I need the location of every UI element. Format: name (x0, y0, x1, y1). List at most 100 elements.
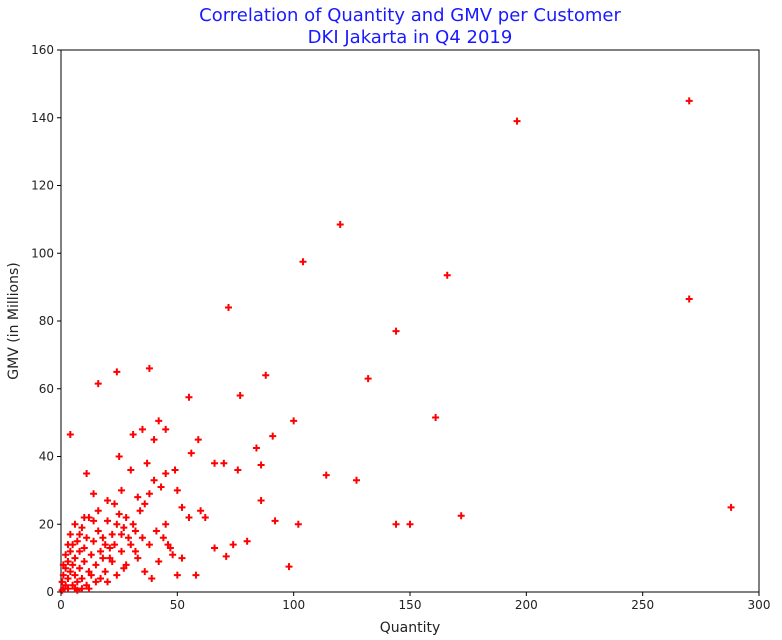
data-point (78, 585, 86, 593)
data-point (197, 507, 205, 515)
data-point (257, 497, 265, 505)
chart-title: Correlation of Quantity and GMV per Cust… (199, 5, 621, 26)
data-point (99, 554, 107, 562)
x-tick-label: 50 (170, 598, 185, 612)
data-point (178, 503, 186, 511)
data-point (336, 220, 344, 228)
x-tick-label: 100 (282, 598, 305, 612)
data-point (101, 568, 109, 576)
data-point (685, 295, 693, 303)
data-point (58, 578, 66, 586)
y-tick-label: 100 (31, 246, 54, 260)
data-point (71, 585, 79, 593)
data-point (134, 554, 142, 562)
data-point (152, 527, 160, 535)
data-point (322, 471, 330, 479)
data-point (97, 574, 105, 582)
data-point (59, 561, 67, 569)
data-point (173, 486, 181, 494)
data-point (173, 571, 181, 579)
data-point (117, 530, 125, 538)
data-point (92, 561, 100, 569)
data-point (269, 432, 277, 440)
data-point (727, 503, 735, 511)
data-point (457, 512, 465, 520)
data-point (76, 530, 84, 538)
data-point (106, 544, 114, 552)
data-point (392, 327, 400, 335)
x-tick-label: 300 (748, 598, 771, 612)
data-point (234, 466, 242, 474)
data-point (220, 459, 228, 467)
data-point (90, 517, 98, 525)
data-point (155, 417, 163, 425)
data-point (62, 551, 70, 559)
data-point (150, 436, 158, 444)
data-point (71, 554, 79, 562)
data-point (187, 449, 195, 457)
data-point (113, 571, 121, 579)
y-tick-label: 0 (46, 585, 54, 599)
data-point (101, 541, 109, 549)
data-point (117, 547, 125, 555)
data-point (131, 527, 139, 535)
data-point (162, 469, 170, 477)
data-point (290, 417, 298, 425)
data-point (90, 490, 98, 498)
data-point (162, 425, 170, 433)
data-point (145, 541, 153, 549)
data-point (80, 558, 88, 566)
data-point (211, 544, 219, 552)
data-point (78, 524, 86, 532)
data-point (129, 430, 137, 438)
data-point (194, 436, 202, 444)
data-point (111, 541, 119, 549)
data-points (58, 97, 735, 594)
data-point (122, 513, 130, 521)
data-point (124, 534, 132, 542)
data-point (76, 547, 84, 555)
y-tick-label: 60 (39, 382, 54, 396)
data-point (432, 414, 440, 422)
data-point (106, 554, 114, 562)
data-point (685, 97, 693, 105)
data-point (59, 571, 67, 579)
data-point (69, 541, 77, 549)
data-point (143, 459, 151, 467)
data-point (108, 530, 116, 538)
data-point (120, 564, 128, 572)
data-point (169, 551, 177, 559)
data-point (64, 585, 72, 593)
data-point (129, 520, 137, 528)
data-point (73, 537, 81, 545)
data-point (262, 371, 270, 379)
data-point (299, 258, 307, 266)
data-point (222, 552, 230, 560)
data-point (157, 483, 165, 491)
data-point (155, 558, 163, 566)
data-point (76, 564, 84, 572)
data-point (80, 544, 88, 552)
data-point (87, 571, 95, 579)
data-point (243, 537, 251, 545)
data-point (92, 578, 100, 586)
data-point (150, 476, 158, 484)
data-point (145, 490, 153, 498)
x-axis-label: Quantity (380, 620, 441, 636)
data-point (66, 430, 74, 438)
x-tick-label: 150 (399, 598, 422, 612)
data-point (94, 507, 102, 515)
x-tick-label: 0 (57, 598, 65, 612)
data-point (104, 497, 112, 505)
data-point (120, 524, 128, 532)
data-point (252, 444, 260, 452)
data-point (78, 574, 86, 582)
data-point (164, 541, 172, 549)
data-point (85, 585, 93, 593)
data-point (257, 461, 265, 469)
data-point (285, 563, 293, 571)
data-point (406, 520, 414, 528)
data-point (104, 517, 112, 525)
data-point (87, 551, 95, 559)
data-point (104, 578, 112, 586)
